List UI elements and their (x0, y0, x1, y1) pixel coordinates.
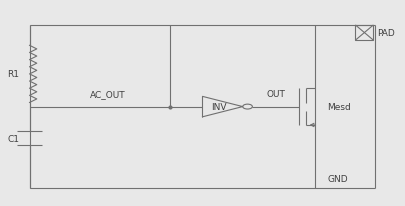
Bar (355, 26, 373, 41)
Text: GND: GND (327, 174, 348, 183)
Text: OUT: OUT (266, 90, 285, 99)
Text: PAD: PAD (377, 29, 395, 38)
Text: INV: INV (211, 103, 226, 111)
Text: R1: R1 (7, 70, 19, 79)
Text: Mesd: Mesd (327, 103, 351, 111)
Text: C1: C1 (7, 134, 19, 143)
Text: AC_OUT: AC_OUT (90, 90, 126, 99)
